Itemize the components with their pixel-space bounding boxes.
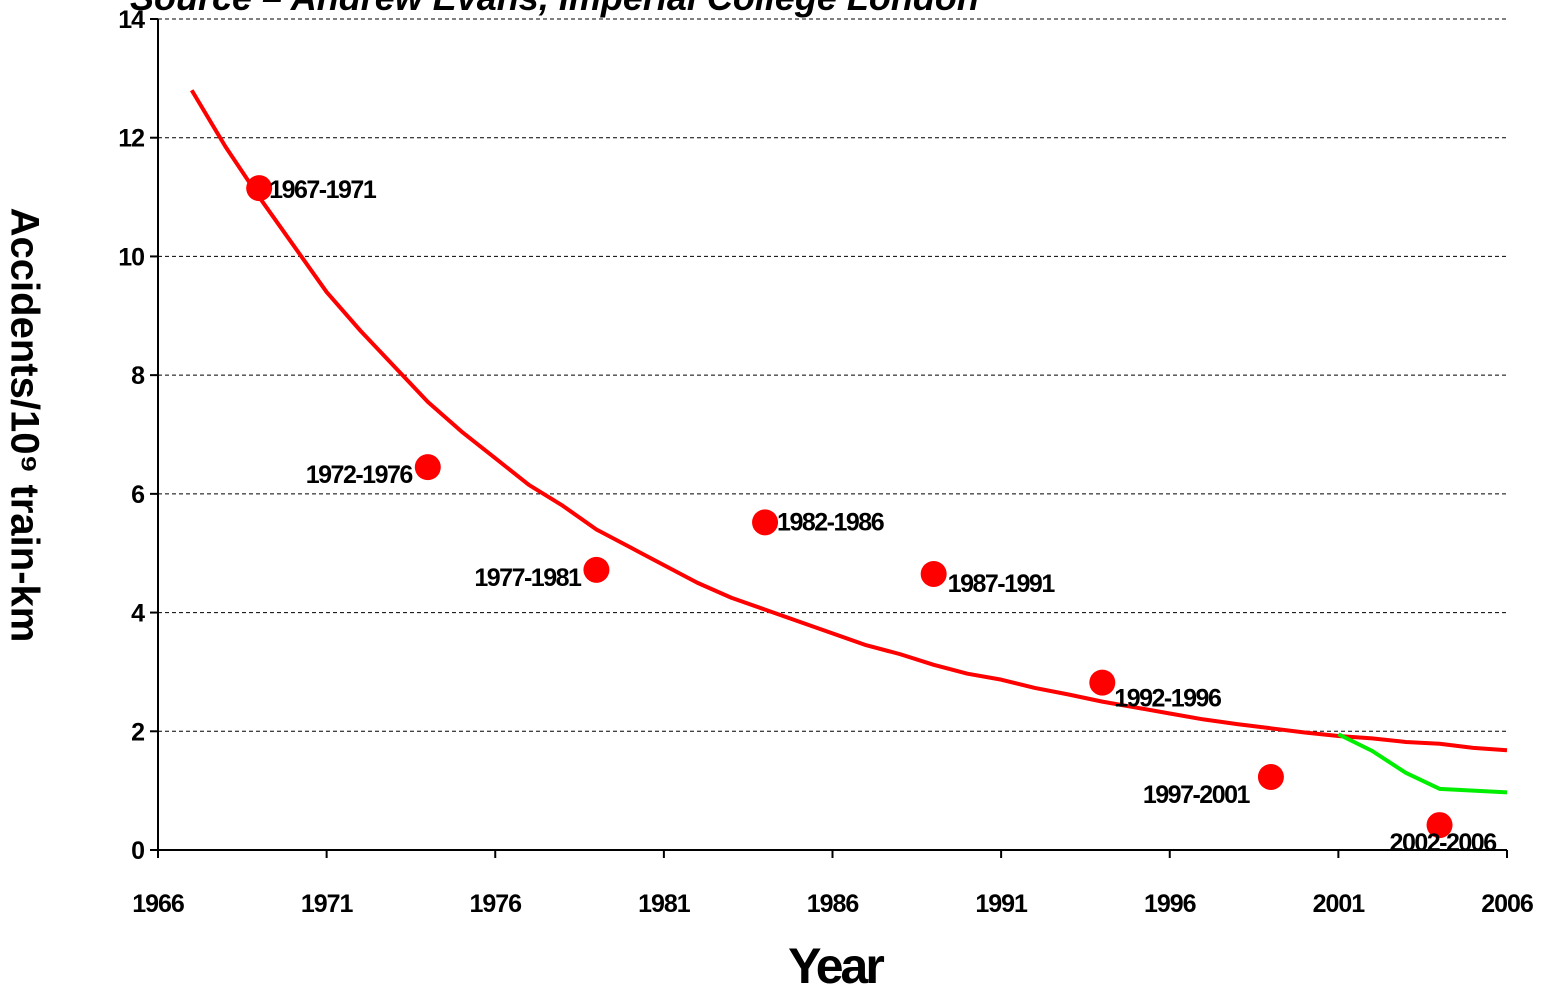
y-tick-label: 14: [118, 6, 145, 34]
point-label: 1972-1976: [306, 461, 413, 489]
point-label: 2002-2006: [1390, 829, 1497, 857]
x-tick-label: 1996: [1144, 890, 1196, 918]
point: [246, 175, 273, 202]
point: [920, 560, 947, 587]
point-label: 1982-1986: [777, 508, 884, 536]
x-tick-label: 2001: [1313, 890, 1366, 918]
x-tick-label: 1986: [807, 890, 859, 918]
x-tick-label: 1981: [638, 890, 691, 918]
y-tick-label: 8: [131, 362, 145, 390]
point-label: 1992-1996: [1114, 685, 1221, 713]
x-tick-label: 1976: [469, 890, 521, 918]
point-label: 1977-1981: [474, 564, 582, 592]
x-tick-label: 1971: [301, 890, 354, 918]
line: [190, 89, 1508, 753]
y-tick-label: 0: [131, 837, 144, 865]
point-label: 1967-1971: [269, 176, 377, 204]
x-tick-label: 2006: [1481, 890, 1533, 918]
y-axis-label: Accidents/10⁹ train-km: [2, 208, 46, 643]
point: [752, 509, 779, 536]
x-tick-label: 1966: [132, 890, 184, 918]
x-tick-label: 1991: [975, 890, 1028, 918]
y-tick-label: 10: [118, 243, 144, 271]
point-label: 1987-1991: [948, 570, 1056, 598]
point: [1089, 669, 1116, 696]
point: [1257, 763, 1284, 790]
chart-title: Source – Andrew Evans, Imperial College …: [130, 0, 979, 18]
point: [1426, 812, 1453, 839]
y-tick-label: 12: [118, 125, 144, 153]
point-label: 1997-2001: [1143, 781, 1251, 809]
point: [414, 454, 441, 481]
y-tick-label: 2: [131, 718, 144, 746]
point: [583, 556, 610, 583]
line: [1337, 732, 1508, 795]
x-axis-label: Year: [788, 938, 884, 985]
y-tick-label: 6: [131, 481, 144, 509]
y-tick-label: 4: [131, 600, 145, 628]
